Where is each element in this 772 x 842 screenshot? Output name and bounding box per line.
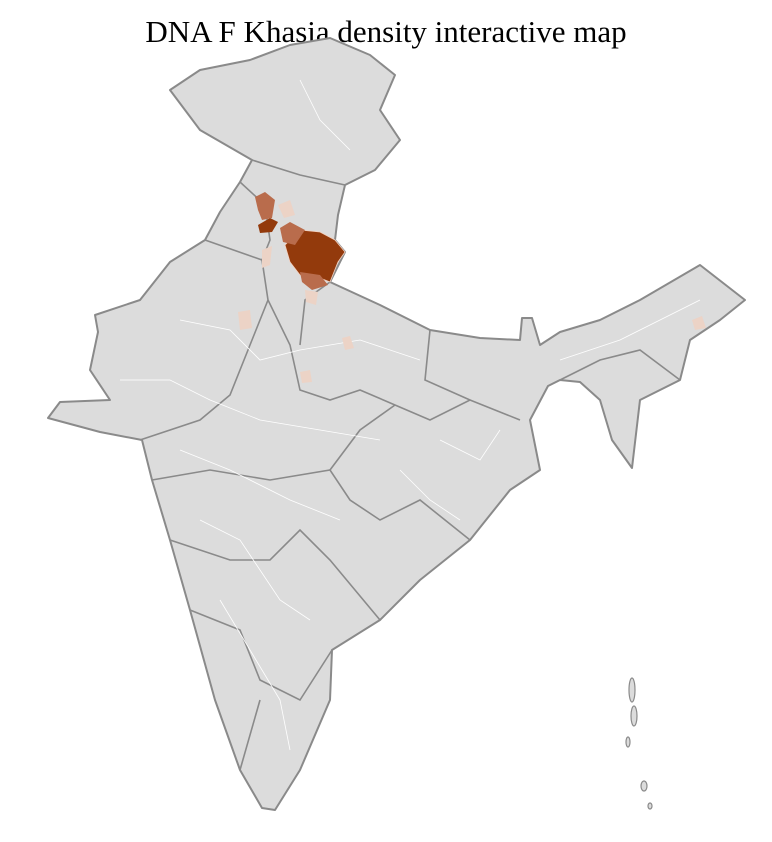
state-borders xyxy=(139,159,681,771)
india-outline[interactable] xyxy=(47,37,746,811)
map-title: DNA F Khasia density interactive map xyxy=(145,14,627,49)
region-high[interactable] xyxy=(258,218,278,233)
region-low[interactable] xyxy=(692,316,706,330)
region-medium[interactable] xyxy=(300,272,328,290)
region-low[interactable] xyxy=(238,310,252,330)
region-low[interactable] xyxy=(305,290,318,305)
district-borders xyxy=(120,79,701,751)
region-low[interactable] xyxy=(300,370,312,383)
density-regions[interactable] xyxy=(238,192,706,383)
region-low[interactable] xyxy=(342,336,354,350)
region-low[interactable] xyxy=(278,200,295,218)
region-medium[interactable] xyxy=(255,192,275,220)
region-high[interactable] xyxy=(284,229,346,283)
andaman-islands xyxy=(625,677,653,810)
region-low[interactable] xyxy=(262,246,272,268)
region-medium[interactable] xyxy=(280,222,305,245)
